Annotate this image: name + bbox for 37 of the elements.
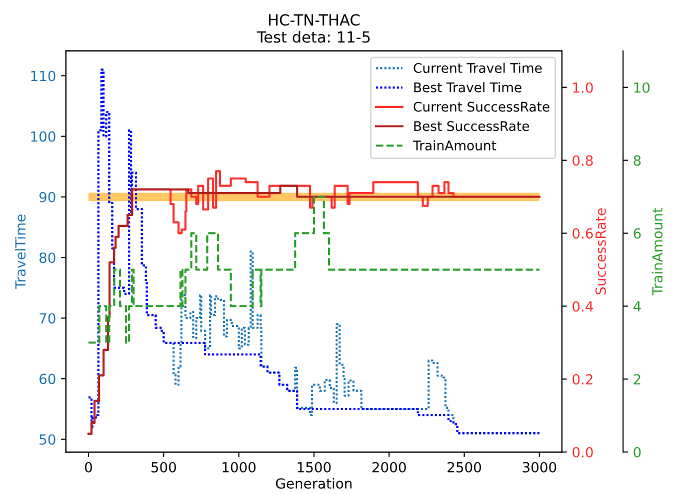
y2-tick-label: 1.0: [573, 82, 593, 93]
y-tick-label: 80: [40, 252, 56, 263]
x-tick-label: 1000: [222, 462, 256, 472]
legend-label: Best Travel Time: [414, 82, 522, 92]
chart-title: HC-TN-THAC: [269, 14, 360, 26]
y2-tick-label: 0.8: [572, 155, 593, 166]
y-axis-title: TravelTime: [14, 214, 26, 290]
x-tick-label: 3000: [522, 462, 556, 472]
x-axis-title: Generation: [276, 478, 352, 489]
y3-tick-label: 2: [634, 374, 640, 384]
x-tick-label: 1500: [298, 462, 331, 472]
y-tick-label: 110: [31, 70, 56, 82]
legend-label: TrainAmount: [412, 140, 496, 150]
y-tick-label: 60: [40, 374, 56, 384]
x-tick-label: 2500: [448, 462, 482, 472]
x-tick-label: 500: [151, 462, 176, 472]
y2-axis-title: SuccessRate: [595, 208, 606, 294]
x-tick-label: 0: [84, 462, 92, 472]
chart-subtitle: Test deta: 11-5: [256, 30, 370, 43]
legend-label: Best SuccessRate: [414, 121, 530, 132]
legend-label: Current SuccessRate: [414, 102, 550, 112]
y3-tick-label: 6: [634, 228, 641, 239]
y2-tick-label: 0.4: [572, 301, 593, 312]
y2-tick-label: 0.0: [572, 446, 593, 458]
y3-tick-label: 0: [634, 446, 641, 458]
y-tick-label: 50: [40, 434, 56, 445]
y3-tick-label: 8: [634, 155, 641, 166]
y3-tick-label: 4: [633, 301, 641, 312]
y3-axis-title: TrainAmount: [652, 208, 663, 296]
legend-label: Current Travel Time: [414, 62, 542, 73]
y-tick-label: 100: [31, 131, 56, 142]
y2-tick-label: 0.6: [572, 228, 593, 239]
y-tick-label: 90: [39, 192, 56, 202]
x-tick-label: 2000: [372, 462, 406, 472]
y3-tick-label: 10: [634, 82, 650, 93]
y2-tick-label: 0.2: [572, 374, 592, 385]
y-tick-label: 70: [40, 313, 56, 324]
